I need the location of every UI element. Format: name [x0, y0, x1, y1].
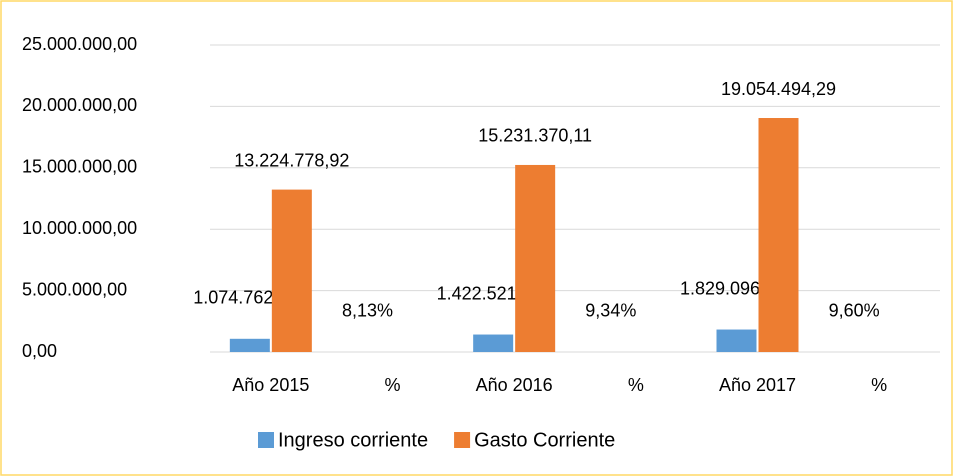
legend-swatch — [454, 432, 471, 448]
data-label: 9,34% — [585, 301, 636, 321]
x-tick-label: Año 2015 — [232, 375, 309, 395]
legend-swatch — [258, 432, 274, 448]
data-label: 8,13% — [342, 301, 393, 321]
y-tick-label: 20.000.000,00 — [22, 95, 137, 115]
legend-label: Gasto Corriente — [474, 429, 615, 451]
x-tick-label: Año 2016 — [476, 375, 553, 395]
data-label: 19.054.494,29 — [721, 79, 836, 99]
x-tick-label: % — [871, 375, 887, 395]
data-label: 13.224.778,92 — [234, 150, 349, 170]
bar — [515, 164, 556, 352]
y-tick-label: 10.000.000,00 — [22, 218, 137, 238]
x-tick-label: Año 2017 — [719, 375, 796, 395]
data-label: 15.231.370,11 — [478, 126, 592, 146]
y-tick-label: 25.000.000,00 — [22, 34, 137, 54]
bar — [229, 338, 270, 352]
y-tick-label: 15.000.000,00 — [22, 157, 137, 177]
bar — [716, 329, 757, 352]
bar — [271, 189, 312, 352]
bar — [473, 334, 514, 352]
y-tick-label: 0,00 — [22, 341, 57, 361]
y-tick-label: 5.000.000,00 — [22, 279, 127, 299]
legend-label: Ingreso corriente — [278, 429, 428, 451]
x-tick-label: % — [628, 375, 644, 395]
x-tick-label: % — [384, 375, 400, 395]
bar — [758, 118, 799, 353]
data-label: 9,60% — [829, 301, 880, 321]
